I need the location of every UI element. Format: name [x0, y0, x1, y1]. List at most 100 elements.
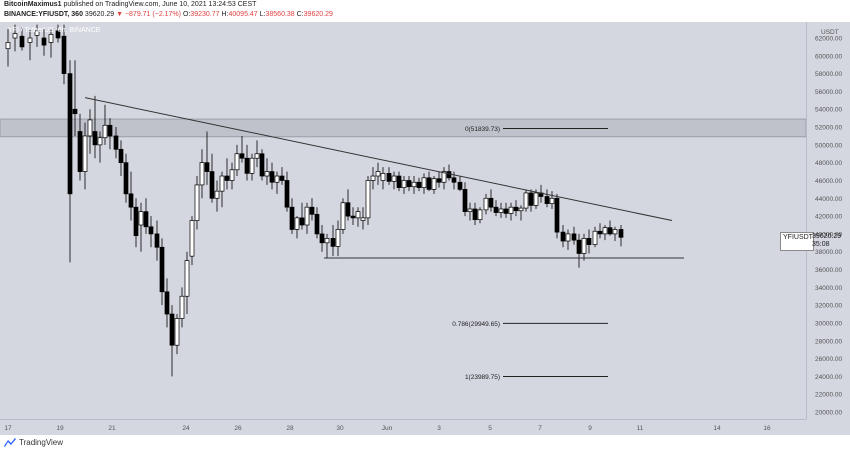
candle[interactable] [102, 104, 108, 145]
candle[interactable] [324, 233, 330, 258]
candle[interactable] [314, 207, 320, 239]
candle[interactable] [92, 95, 98, 159]
candle[interactable] [426, 171, 432, 192]
candle[interactable] [462, 182, 468, 217]
candle[interactable] [360, 207, 366, 230]
candle[interactable] [612, 226, 618, 242]
candle[interactable] [48, 29, 54, 58]
candle[interactable] [508, 202, 514, 221]
candle[interactable] [345, 189, 351, 221]
candle[interactable] [602, 225, 608, 241]
candle[interactable] [5, 29, 11, 67]
candle[interactable] [493, 200, 499, 217]
candle[interactable] [401, 176, 407, 194]
candle[interactable] [189, 216, 195, 266]
candle[interactable] [61, 24, 67, 85]
candle[interactable] [330, 225, 336, 257]
candle[interactable] [264, 158, 270, 185]
candle[interactable] [554, 193, 560, 239]
candle[interactable] [523, 189, 529, 212]
candle[interactable] [335, 220, 341, 257]
candle[interactable] [319, 225, 325, 252]
candle[interactable] [269, 162, 275, 190]
candle[interactable] [518, 205, 524, 221]
candle[interactable] [249, 153, 255, 181]
candle[interactable] [138, 202, 144, 252]
candle[interactable] [174, 314, 180, 355]
candle[interactable] [340, 198, 346, 234]
candle[interactable] [219, 171, 225, 208]
candle[interactable] [544, 189, 550, 208]
price-chart[interactable]: 0(51839.73) 0.786(29949.65) 1(23989.75) [0, 22, 806, 419]
candle[interactable] [164, 278, 170, 328]
candle[interactable] [581, 233, 587, 261]
candle[interactable] [97, 131, 103, 163]
chart-pane[interactable]: 0(51839.73) 0.786(29949.65) 1(23989.75) YF… [0, 22, 806, 419]
candle[interactable] [107, 118, 113, 150]
candle[interactable] [148, 216, 154, 248]
candle[interactable] [194, 176, 200, 230]
candle[interactable] [199, 149, 205, 199]
candle[interactable] [483, 193, 489, 215]
candle[interactable] [169, 305, 175, 377]
candle[interactable] [477, 207, 483, 224]
candle[interactable] [391, 171, 397, 190]
candle[interactable] [565, 229, 571, 250]
candle[interactable] [597, 223, 603, 239]
candle[interactable] [19, 27, 25, 51]
candle[interactable] [457, 176, 463, 192]
candle[interactable] [209, 153, 215, 203]
candle[interactable] [299, 202, 305, 230]
candle[interactable] [370, 167, 376, 190]
candle[interactable] [576, 233, 582, 268]
price-axis[interactable]: USDT 62000.00 60000.00 58000.00 56000.00 5400… [806, 22, 850, 419]
candle[interactable] [396, 171, 402, 192]
candle[interactable] [279, 167, 285, 185]
candle[interactable] [618, 225, 624, 247]
candle[interactable] [254, 140, 260, 168]
candle[interactable] [446, 164, 452, 181]
candle[interactable] [421, 173, 427, 194]
candle[interactable] [416, 177, 422, 192]
tradingview-logo[interactable]: TradingView [4, 438, 63, 447]
candle[interactable] [549, 191, 555, 209]
candle[interactable] [72, 60, 78, 136]
candle[interactable] [34, 24, 40, 47]
candle[interactable] [224, 158, 230, 190]
candle[interactable] [55, 24, 61, 43]
candle[interactable] [234, 144, 240, 177]
candle[interactable] [436, 171, 442, 188]
candle[interactable] [380, 167, 386, 190]
candle[interactable] [571, 226, 577, 245]
author-name[interactable]: BitcoinMaximus1 [4, 1, 62, 8]
candle[interactable] [431, 176, 437, 194]
candle[interactable] [12, 24, 18, 52]
candle[interactable] [214, 180, 220, 212]
candle[interactable] [411, 176, 417, 194]
candle[interactable] [294, 216, 300, 239]
candle[interactable] [586, 229, 592, 254]
candle[interactable] [607, 220, 613, 236]
candle[interactable] [513, 200, 519, 217]
candle[interactable] [133, 198, 139, 248]
candle[interactable] [498, 202, 504, 218]
candle[interactable] [41, 29, 47, 56]
candle[interactable] [309, 198, 315, 221]
candle[interactable] [87, 109, 93, 154]
candle[interactable] [488, 189, 494, 212]
candle[interactable] [355, 207, 361, 227]
candle[interactable] [244, 144, 250, 181]
candle[interactable] [159, 238, 165, 306]
candle[interactable] [184, 251, 190, 315]
candle[interactable] [229, 162, 235, 190]
candle[interactable] [82, 122, 88, 190]
candle[interactable] [350, 207, 356, 225]
candle[interactable] [123, 153, 129, 203]
candle[interactable] [533, 189, 539, 209]
candle[interactable] [289, 198, 295, 234]
candle[interactable] [113, 127, 119, 159]
candle[interactable] [128, 171, 134, 221]
candle[interactable] [77, 113, 83, 181]
candle[interactable] [528, 189, 534, 212]
candle[interactable] [204, 131, 210, 185]
